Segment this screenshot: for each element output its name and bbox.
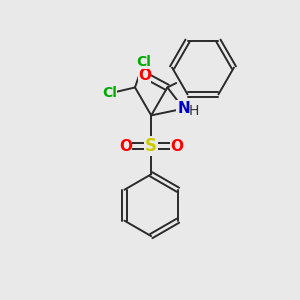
Text: O: O	[119, 139, 132, 154]
Text: O: O	[170, 139, 183, 154]
Text: O: O	[138, 68, 151, 82]
Text: Cl: Cl	[136, 55, 151, 68]
Text: S: S	[145, 137, 157, 155]
Text: Cl: Cl	[103, 86, 117, 100]
Text: H: H	[189, 104, 199, 118]
Text: N: N	[177, 101, 190, 116]
